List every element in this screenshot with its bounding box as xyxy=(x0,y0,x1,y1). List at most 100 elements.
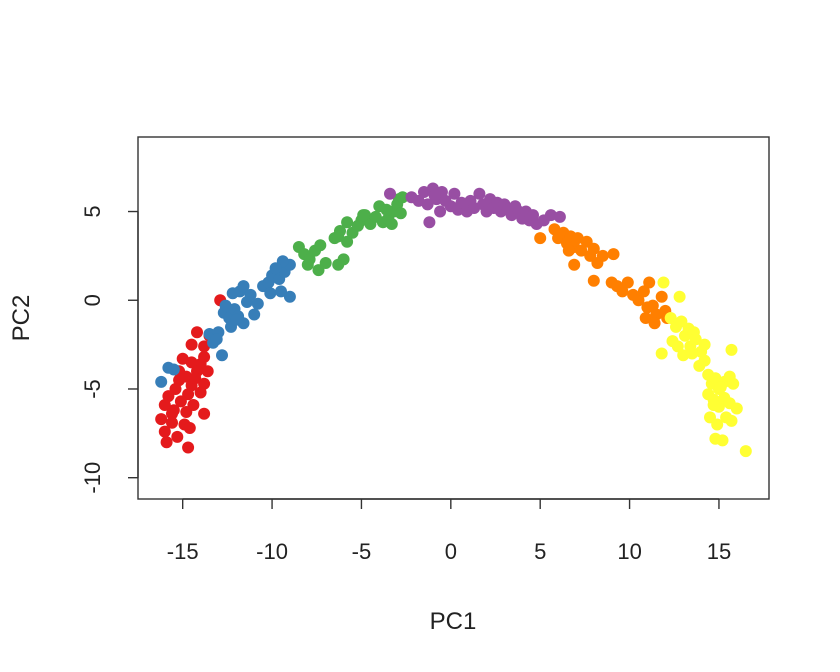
data-point xyxy=(739,445,752,458)
data-point xyxy=(216,349,228,362)
data-point xyxy=(158,399,171,411)
data-point xyxy=(167,363,180,376)
data-point xyxy=(673,290,686,303)
data-point xyxy=(575,244,588,257)
data-point xyxy=(264,287,277,300)
data-point xyxy=(671,340,684,353)
data-point xyxy=(251,297,264,310)
data-point xyxy=(158,425,171,438)
x-tick-label: -10 xyxy=(256,539,288,564)
data-point xyxy=(716,434,729,447)
data-point xyxy=(341,216,354,229)
data-point xyxy=(607,248,620,261)
x-tick-label: 5 xyxy=(534,539,546,564)
data-point xyxy=(455,196,468,209)
data-point xyxy=(641,301,654,314)
y-tick-label: 0 xyxy=(80,294,105,306)
y-axis-title: PC2 xyxy=(8,295,35,342)
data-point xyxy=(155,413,168,426)
y-tick-label: -10 xyxy=(80,462,105,494)
data-point xyxy=(385,218,398,230)
data-point xyxy=(648,317,661,330)
data-point xyxy=(341,235,354,248)
data-point xyxy=(587,274,600,287)
data-point xyxy=(714,381,727,394)
data-point xyxy=(194,386,207,399)
data-point xyxy=(643,276,656,289)
data-point xyxy=(730,402,743,415)
data-point xyxy=(534,232,547,245)
data-point xyxy=(698,338,711,351)
data-point xyxy=(248,308,261,321)
data-point xyxy=(269,262,282,275)
data-point xyxy=(237,280,250,293)
data-point xyxy=(632,294,645,307)
data-point xyxy=(275,285,287,298)
data-point xyxy=(166,416,178,429)
data-point xyxy=(210,333,223,346)
data-point xyxy=(637,285,650,298)
data-point xyxy=(707,399,720,411)
data-point xyxy=(332,258,345,271)
data-point xyxy=(686,347,699,360)
data-point xyxy=(351,219,364,232)
x-tick-label: 10 xyxy=(617,539,641,564)
data-point xyxy=(394,207,407,220)
data-point xyxy=(182,441,195,454)
data-point xyxy=(473,187,486,200)
data-point xyxy=(155,375,168,388)
data-point xyxy=(428,189,441,202)
data-point xyxy=(655,347,668,360)
data-point xyxy=(434,205,447,218)
data-point xyxy=(727,377,740,390)
data-point xyxy=(380,203,393,216)
data-point xyxy=(711,418,724,431)
data-point xyxy=(725,343,738,356)
data-point xyxy=(396,191,409,204)
data-point xyxy=(301,258,314,271)
data-point xyxy=(171,430,184,443)
data-point xyxy=(725,414,738,427)
data-point xyxy=(176,352,189,365)
data-point xyxy=(655,290,668,303)
data-point xyxy=(180,406,193,418)
data-point xyxy=(639,312,652,324)
data-point xyxy=(553,210,566,223)
data-point xyxy=(174,395,187,408)
data-point xyxy=(412,194,425,207)
data-point xyxy=(689,333,702,346)
y-tick-label: 5 xyxy=(80,205,105,217)
data-point xyxy=(357,209,370,222)
data-point xyxy=(568,258,581,271)
data-point xyxy=(241,296,253,308)
data-point xyxy=(314,239,327,252)
data-point xyxy=(201,365,214,378)
data-point xyxy=(621,276,634,289)
data-point xyxy=(571,232,584,245)
data-point xyxy=(185,338,198,351)
x-tick-label: 0 xyxy=(445,539,457,564)
data-point xyxy=(384,187,396,200)
data-point xyxy=(198,340,211,353)
data-point xyxy=(283,290,296,303)
data-point xyxy=(230,313,243,326)
data-point xyxy=(166,407,178,420)
data-point xyxy=(332,230,345,243)
data-point xyxy=(698,354,711,367)
data-point xyxy=(596,249,609,262)
x-tick-label: 15 xyxy=(707,539,731,564)
data-points xyxy=(155,182,752,458)
data-point xyxy=(587,242,600,255)
data-point xyxy=(160,436,173,449)
x-axis: -15 -10 -5 0 5 10 15 xyxy=(167,498,731,564)
data-point xyxy=(198,407,211,420)
y-axis: -10 -5 0 5 xyxy=(80,205,139,494)
data-point xyxy=(657,276,670,289)
data-point xyxy=(544,209,557,222)
x-tick-label: -15 xyxy=(167,539,199,564)
data-point xyxy=(677,349,690,362)
data-point xyxy=(616,285,629,298)
data-point xyxy=(562,244,575,257)
x-tick-label: -5 xyxy=(352,539,372,564)
